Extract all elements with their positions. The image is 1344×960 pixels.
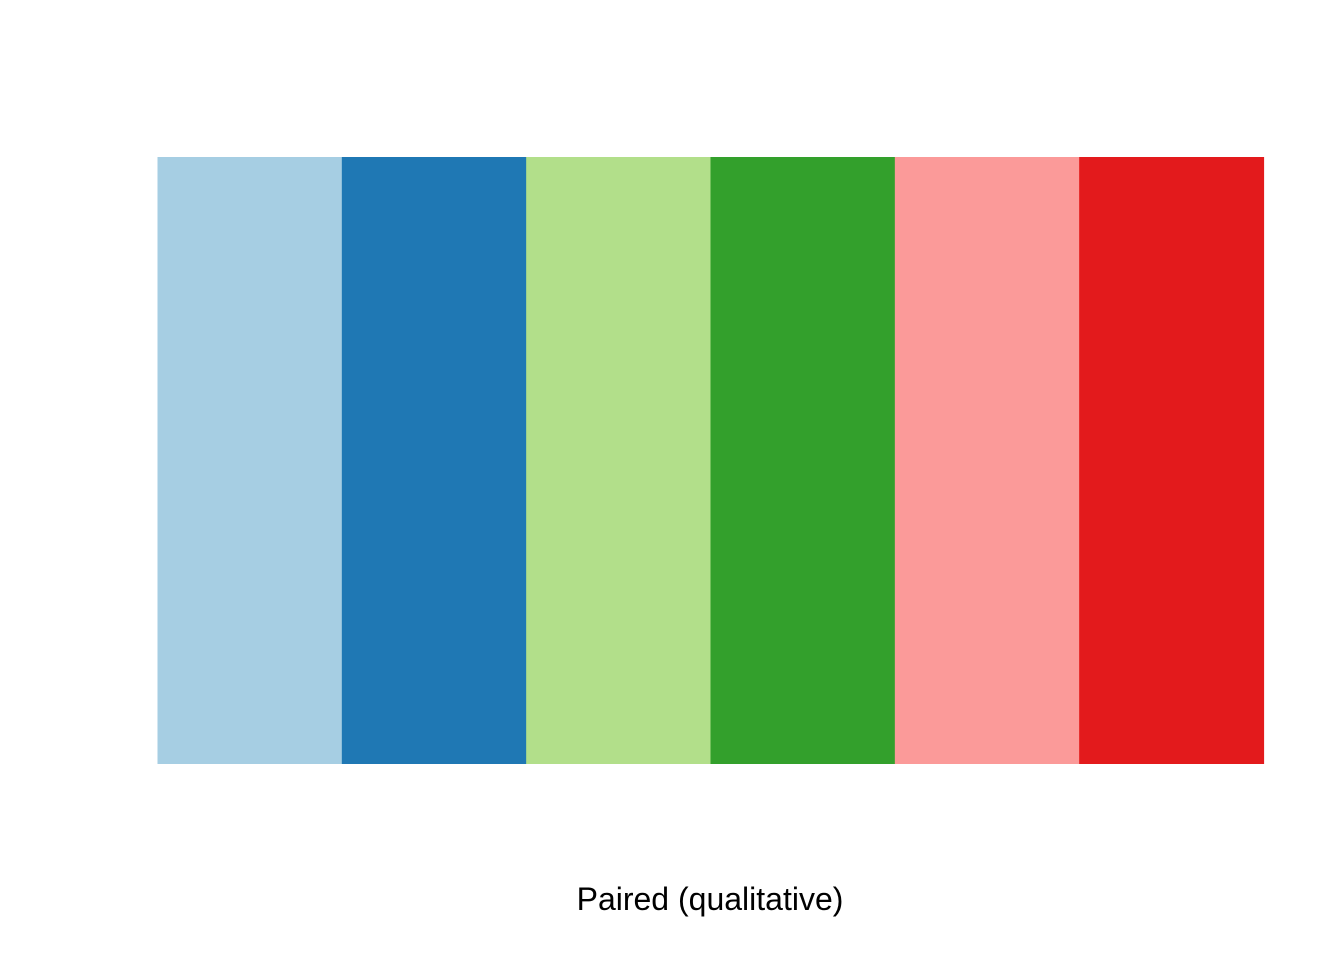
swatch-group: [157, 157, 1265, 764]
palette-swatch-3: [526, 157, 712, 764]
palette-swatch-1: [157, 157, 343, 764]
palette-swatch-2: [341, 157, 527, 764]
palette-swatch-6: [1079, 157, 1265, 764]
palette-swatch-5: [894, 157, 1080, 764]
x-axis-label: Paired (qualitative): [577, 881, 844, 917]
palette-swatch-4: [710, 157, 896, 764]
